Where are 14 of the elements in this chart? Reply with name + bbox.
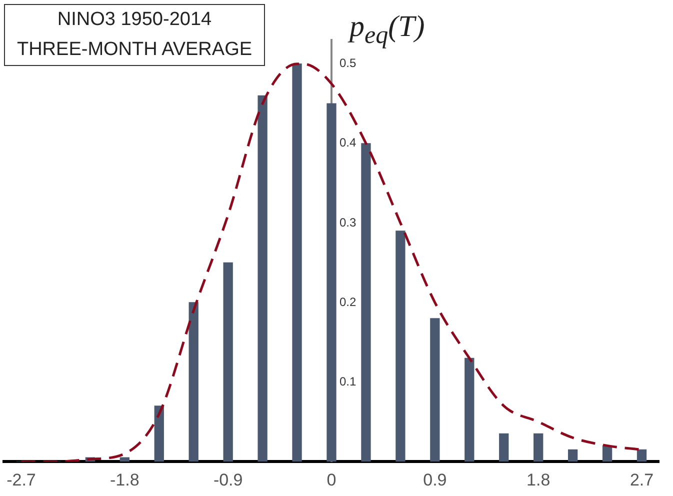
y-tick-label: 0.2 <box>340 294 357 309</box>
x-tick-label: -1.8 <box>110 470 140 490</box>
y-tick-label: 0.4 <box>340 136 357 150</box>
y-tick-label: 0.3 <box>340 215 357 230</box>
x-tick-label: 1.8 <box>526 470 550 490</box>
x-tick-label: 2.7 <box>630 470 654 490</box>
y-tick-label: 0.5 <box>340 56 357 70</box>
x-tick-label: 0.9 <box>423 470 447 490</box>
y-axis-title: p$_{eq}$(T) <box>350 10 425 50</box>
y-tick-label: 0.1 <box>340 374 357 388</box>
x-tick-label: -2.7 <box>6 470 36 490</box>
x-tick-label: 0 <box>326 470 336 490</box>
chart-title: NINO3 1950-2014 THREE-MONTH AVERAGE <box>4 4 265 66</box>
x-tick-label: -0.9 <box>213 470 243 490</box>
